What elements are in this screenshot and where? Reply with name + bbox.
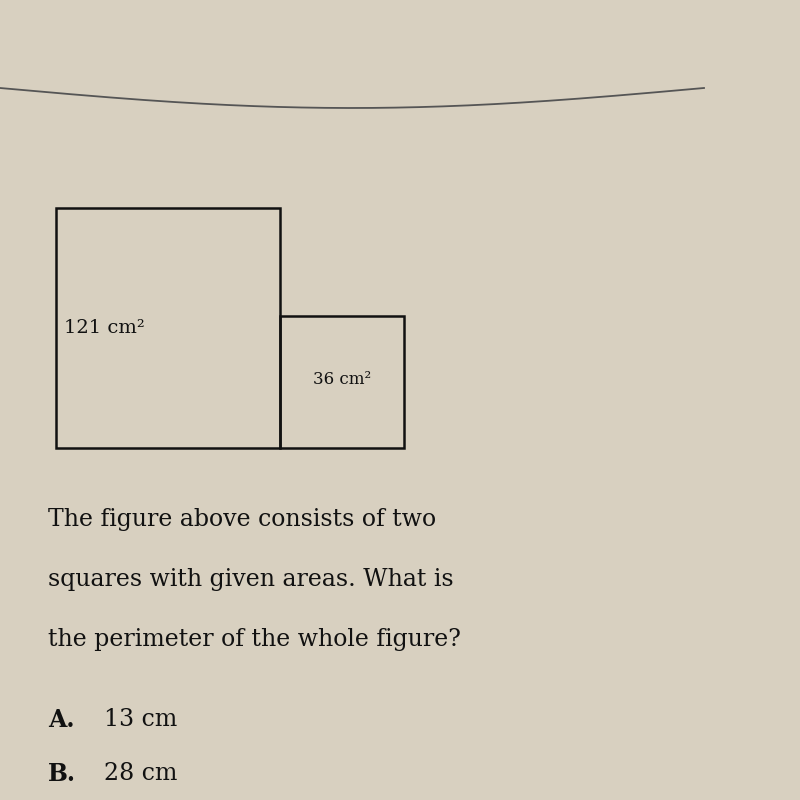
Text: 121 cm²: 121 cm² [64, 319, 144, 337]
Text: 13 cm: 13 cm [104, 708, 178, 731]
Text: A.: A. [48, 708, 74, 732]
Bar [280, 316, 404, 448]
Bar [56, 208, 280, 448]
Text: the perimeter of the whole figure?: the perimeter of the whole figure? [48, 628, 461, 651]
Text: squares with given areas. What is: squares with given areas. What is [48, 568, 454, 591]
Text: B.: B. [48, 762, 76, 786]
Text: The figure above consists of two: The figure above consists of two [48, 508, 436, 531]
Text: 28 cm: 28 cm [104, 762, 178, 785]
Text: 36 cm²: 36 cm² [314, 371, 371, 389]
